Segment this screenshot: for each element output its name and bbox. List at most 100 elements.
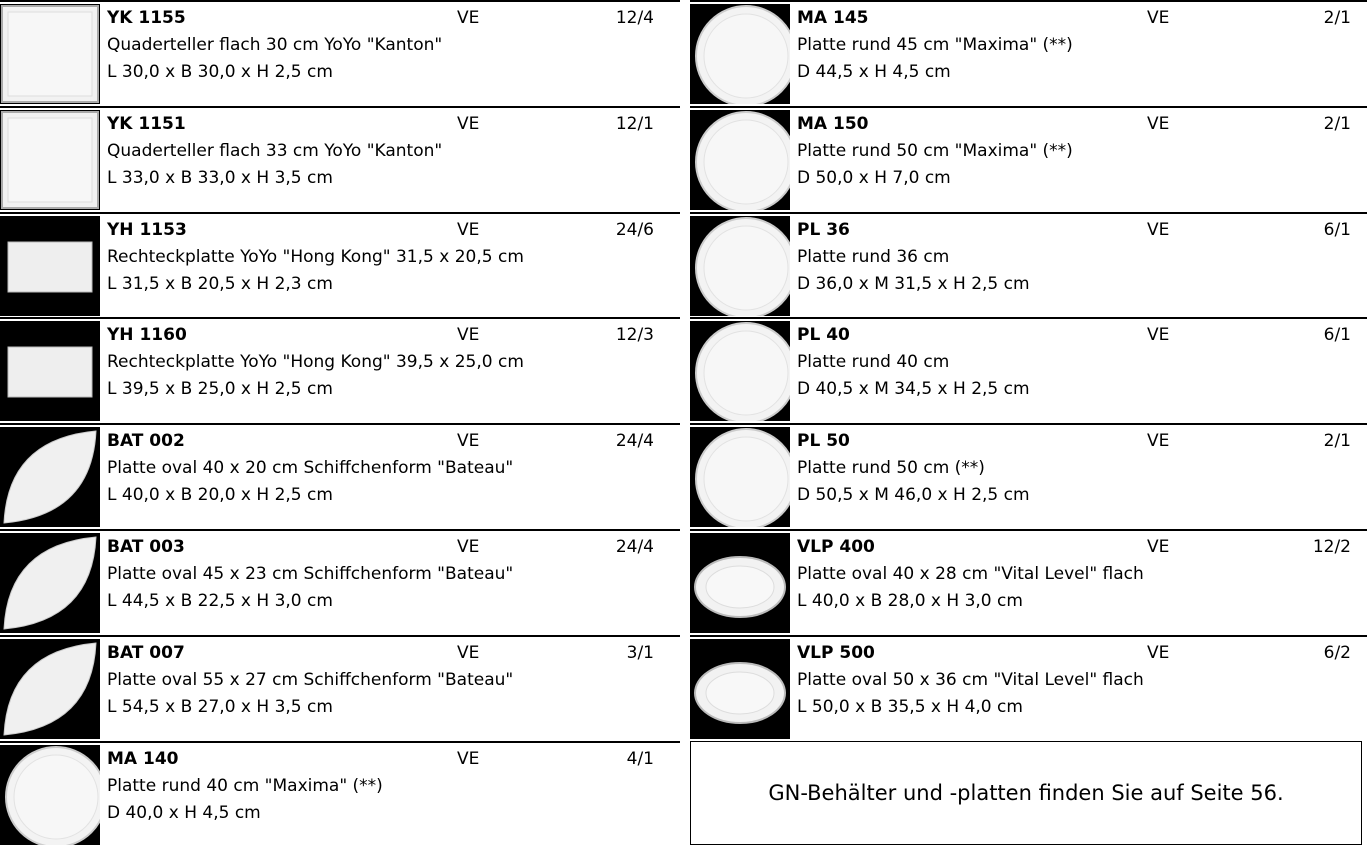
product-image <box>690 109 790 210</box>
pack-unit: 24/4 <box>615 431 654 452</box>
product-image <box>690 638 790 739</box>
ve-label: VE <box>1147 537 1170 557</box>
product-code: PL 50 <box>797 431 850 452</box>
product-dimensions: D 50,0 x H 7,0 cm <box>797 167 951 188</box>
product-row: MA 145 VE 2/1 Platte rund 45 cm "Maxima" (*… <box>690 0 1367 104</box>
product-row: BAT 002 VE 24/4 Platte oval 40 x 20 cm Schi… <box>0 423 680 528</box>
ve-label: VE <box>457 8 480 28</box>
product-description: Platte rund 40 cm "Maxima" (**) <box>107 775 383 796</box>
product-code: YH 1153 <box>107 219 187 240</box>
product-code: VLP 400 <box>797 537 875 557</box>
pack-unit: 2/1 <box>1323 113 1351 134</box>
product-image <box>0 533 100 633</box>
pack-unit: 6/1 <box>1323 219 1351 240</box>
product-description: Platte rund 45 cm "Maxima" (**) <box>797 35 1073 55</box>
product-dimensions: L 39,5 x B 25,0 x H 2,5 cm <box>107 379 333 400</box>
product-image <box>690 4 790 104</box>
pack-unit: 12/4 <box>615 8 654 28</box>
product-description: Platte oval 50 x 36 cm "Vital Level" fla… <box>797 669 1144 690</box>
product-description: Rechteckplatte YoYo "Hong Kong" 39,5 x 2… <box>107 352 524 373</box>
product-code: MA 150 <box>797 113 869 134</box>
product-image <box>0 321 100 422</box>
product-description: Platte rund 40 cm <box>797 352 950 373</box>
product-description: Rechteckplatte YoYo "Hong Kong" 31,5 x 2… <box>107 246 524 267</box>
pack-unit: 6/1 <box>1323 325 1351 346</box>
product-row: PL 50 VE 2/1 Platte rund 50 cm (**) D 50,5 x… <box>690 423 1367 528</box>
product-row: YH 1153 VE 24/6 Rechteckplatte YoYo "Hong K… <box>0 211 680 316</box>
product-row: VLP 500 VE 6/2 Platte oval 50 x 36 cm "Vita… <box>690 634 1367 739</box>
pack-unit: 2/1 <box>1323 8 1351 28</box>
product-description: Platte oval 40 x 20 cm Schiffchenform "B… <box>107 458 514 479</box>
product-description: Platte rund 50 cm "Maxima" (**) <box>797 140 1073 161</box>
ve-label: VE <box>457 537 480 557</box>
product-description: Quaderteller flach 33 cm YoYo "Kanton" <box>107 140 443 161</box>
product-dimensions: D 40,0 x H 4,5 cm <box>107 802 261 823</box>
product-image <box>690 321 790 422</box>
product-description: Platte oval 40 x 28 cm "Vital Level" fla… <box>797 564 1144 584</box>
product-image <box>690 533 790 633</box>
ve-label: VE <box>457 219 480 240</box>
product-row: YK 1155 VE 12/4 Quaderteller flach 30 cm Yo… <box>0 0 680 104</box>
product-image <box>0 109 100 210</box>
pack-unit: 24/6 <box>615 219 654 240</box>
product-image <box>690 215 790 316</box>
product-description: Platte oval 55 x 27 cm Schiffchenform "B… <box>107 669 514 690</box>
product-dimensions: L 44,5 x B 22,5 x H 3,0 cm <box>107 591 333 611</box>
product-code: BAT 007 <box>107 642 185 663</box>
ve-label: VE <box>1147 431 1170 452</box>
pack-unit: 12/2 <box>1312 537 1351 557</box>
pack-unit: 3/1 <box>626 642 654 663</box>
product-dimensions: D 36,0 x M 31,5 x H 2,5 cm <box>797 273 1030 294</box>
ve-label: VE <box>457 748 480 769</box>
product-dimensions: D 50,5 x M 46,0 x H 2,5 cm <box>797 485 1030 506</box>
product-code: PL 40 <box>797 325 850 346</box>
product-row: MA 140 VE 4/1 Platte rund 40 cm "Maxima" (*… <box>0 740 680 845</box>
product-image <box>0 4 100 104</box>
ve-label: VE <box>457 113 480 134</box>
ve-label: VE <box>1147 113 1170 134</box>
pack-unit: 12/1 <box>615 113 654 134</box>
product-row: MA 150 VE 2/1 Platte rund 50 cm "Maxima" (*… <box>690 105 1367 210</box>
pack-unit: 24/4 <box>615 537 654 557</box>
product-code: MA 145 <box>797 8 869 28</box>
product-row: BAT 003 VE 24/4 Platte oval 45 x 23 cm Schi… <box>0 529 680 633</box>
product-dimensions: L 50,0 x B 35,5 x H 4,0 cm <box>797 696 1023 717</box>
product-image <box>690 427 790 528</box>
product-code: BAT 002 <box>107 431 185 452</box>
ve-label: VE <box>1147 642 1170 663</box>
ve-label: VE <box>1147 325 1170 346</box>
ve-label: VE <box>1147 8 1170 28</box>
product-image <box>0 638 100 739</box>
product-image <box>0 215 100 316</box>
product-code: BAT 003 <box>107 537 185 557</box>
ve-label: VE <box>457 325 480 346</box>
product-dimensions: L 40,0 x B 20,0 x H 2,5 cm <box>107 485 333 506</box>
product-dimensions: L 31,5 x B 20,5 x H 2,3 cm <box>107 273 333 294</box>
pack-unit: 4/1 <box>626 748 654 769</box>
pack-unit: 2/1 <box>1323 431 1351 452</box>
product-row: YK 1151 VE 12/1 Quaderteller flach 33 cm Yo… <box>0 105 680 210</box>
product-dimensions: D 40,5 x M 34,5 x H 2,5 cm <box>797 379 1030 400</box>
product-dimensions: L 30,0 x B 30,0 x H 2,5 cm <box>107 62 333 82</box>
product-code: PL 36 <box>797 219 850 240</box>
product-row: VLP 400 VE 12/2 Platte oval 40 x 28 cm "Vit… <box>690 529 1367 633</box>
product-code: YK 1155 <box>107 8 186 28</box>
product-dimensions: D 44,5 x H 4,5 cm <box>797 62 951 82</box>
pack-unit: 6/2 <box>1323 642 1351 663</box>
product-code: MA 140 <box>107 748 179 769</box>
product-description: Platte rund 50 cm (**) <box>797 458 985 479</box>
note-box: GN-Behälter und -platten finden Sie auf … <box>690 741 1362 845</box>
product-dimensions: L 40,0 x B 28,0 x H 3,0 cm <box>797 591 1023 611</box>
ve-label: VE <box>457 431 480 452</box>
product-description: Quaderteller flach 30 cm YoYo "Kanton" <box>107 35 443 55</box>
ve-label: VE <box>457 642 480 663</box>
product-code: YH 1160 <box>107 325 187 346</box>
ve-label: VE <box>1147 219 1170 240</box>
product-description: Platte rund 36 cm <box>797 246 950 267</box>
product-description: Platte oval 45 x 23 cm Schiffchenform "B… <box>107 564 514 584</box>
pack-unit: 12/3 <box>615 325 654 346</box>
product-row: PL 40 VE 6/1 Platte rund 40 cm D 40,5 x M 34… <box>690 317 1367 422</box>
product-row: PL 36 VE 6/1 Platte rund 36 cm D 36,0 x M 31… <box>690 211 1367 316</box>
